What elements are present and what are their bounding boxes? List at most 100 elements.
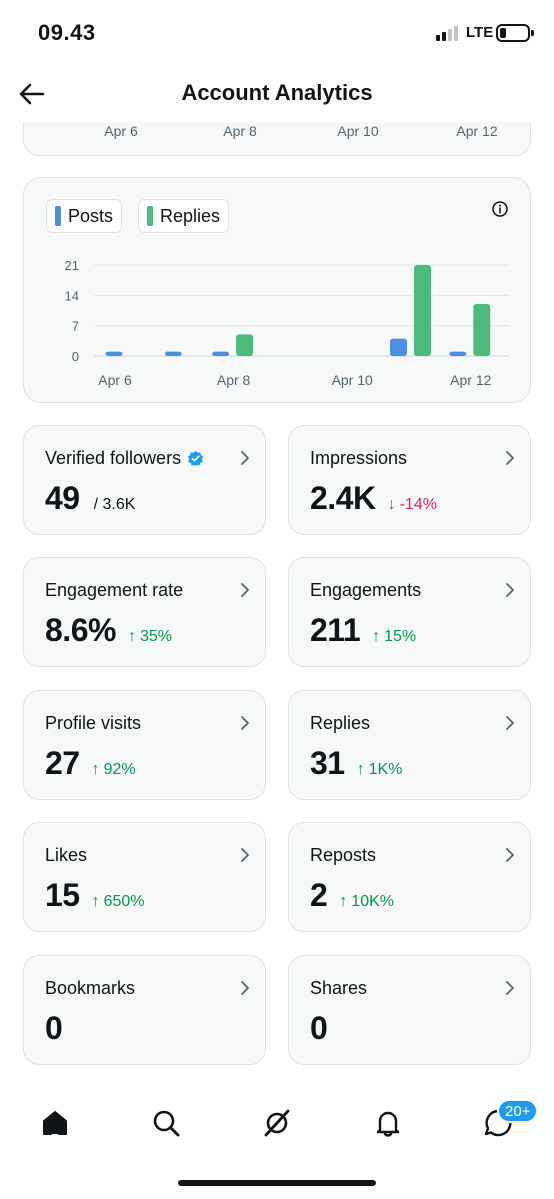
- status-bar: 09.43 LTE: [0, 0, 554, 66]
- chevron-right-icon: [241, 716, 249, 730]
- chevron-right-icon: [241, 981, 249, 995]
- metric-value: 31: [310, 745, 345, 781]
- metric-label: Bookmarks: [45, 978, 135, 999]
- back-button[interactable]: [14, 76, 50, 112]
- metric-label-text: Replies: [310, 713, 371, 733]
- nav-notifications[interactable]: [368, 1103, 408, 1143]
- chevron-right-icon: [506, 716, 514, 730]
- metric-card-engagement-rate[interactable]: Engagement rate 8.6% ↑ 35%: [23, 557, 266, 667]
- metric-value: 15: [45, 877, 80, 913]
- metric-label-text: Engagement rate: [45, 580, 184, 600]
- battery-icon: [496, 24, 534, 42]
- bottom-nav: [0, 1085, 554, 1155]
- header: Account Analytics: [0, 68, 554, 120]
- y-tick-label: 7: [72, 319, 79, 334]
- metric-card-reposts[interactable]: Reposts 2 ↑ 10K%: [288, 822, 531, 932]
- verified-badge-icon: [187, 450, 204, 467]
- back-arrow-icon: [19, 83, 45, 105]
- replies-bar[interactable]: [236, 334, 254, 356]
- metric-value-row: 0: [45, 1010, 63, 1047]
- metric-value: 49: [45, 480, 80, 516]
- network-label: LTE: [466, 24, 494, 41]
- metric-card-impressions[interactable]: Impressions 2.4K ↓ -14%: [288, 425, 531, 535]
- metric-value: 0: [310, 1010, 328, 1046]
- metric-label: Shares: [310, 978, 367, 999]
- legend-posts[interactable]: Posts: [46, 199, 123, 233]
- replies-bar[interactable]: [414, 265, 431, 356]
- posts-swatch: [55, 206, 61, 226]
- metric-delta: ↓ -14%: [388, 496, 437, 514]
- chevron-right-icon: [506, 583, 514, 597]
- metric-delta-value: 650%: [103, 893, 145, 910]
- replies-bar[interactable]: [473, 304, 491, 356]
- chevron-right-icon: [506, 848, 514, 862]
- metric-value: 2: [310, 877, 328, 913]
- metric-card-verified-followers[interactable]: Verified followers 49 / 3.6K: [23, 425, 266, 535]
- posts-bar[interactable]: [212, 351, 230, 356]
- posts-bar[interactable]: [390, 338, 407, 356]
- metric-card-replies[interactable]: Replies 31 ↑ 1K%: [288, 690, 531, 800]
- y-tick-label: 0: [72, 349, 79, 364]
- nav-search[interactable]: [146, 1103, 186, 1143]
- x-tick-label: Apr 10: [332, 372, 373, 388]
- info-icon[interactable]: [491, 200, 509, 218]
- metric-card-shares[interactable]: Shares 0: [288, 955, 531, 1065]
- metric-delta: ↑ 650%: [92, 893, 145, 911]
- previous-chart-axis: Apr 6 Apr 8 Apr 10 Apr 12: [24, 123, 530, 141]
- metric-delta-value: 35%: [139, 628, 172, 645]
- axis-label: Apr 6: [104, 123, 138, 139]
- grok-icon: [264, 1109, 290, 1137]
- posts-bar[interactable]: [164, 351, 182, 356]
- metric-label-text: Shares: [310, 978, 368, 998]
- metric-delta: ↑ 92%: [92, 761, 136, 779]
- posts-bar[interactable]: [105, 351, 123, 356]
- posts-replies-chart-card: Posts Replies 0 7 14 21 Apr 6 Apr 8 Apr 10 Apr …: [23, 177, 531, 403]
- home-indicator: [178, 1180, 376, 1186]
- metric-card-bookmarks[interactable]: Bookmarks 0: [23, 955, 266, 1065]
- metric-label-text: Bookmarks: [45, 978, 136, 998]
- status-time: 09.43: [38, 20, 96, 45]
- page-title: Account Analytics: [181, 80, 373, 105]
- metric-label: Engagement rate: [45, 580, 183, 601]
- metric-label: Profile visits: [45, 713, 141, 734]
- signal-icon: [436, 25, 462, 41]
- metric-value: 211: [310, 612, 361, 648]
- metric-card-engagements[interactable]: Engagements 211 ↑ 15%: [288, 557, 531, 667]
- legend-replies[interactable]: Replies: [138, 199, 230, 233]
- replies-swatch: [147, 206, 153, 226]
- metric-label: Impressions: [310, 448, 407, 469]
- posts-bar[interactable]: [449, 351, 467, 356]
- search-icon: [153, 1110, 180, 1137]
- metric-label: Likes: [45, 845, 87, 866]
- axis-label: Apr 8: [223, 123, 257, 139]
- messages-badge: 20+: [497, 1099, 539, 1123]
- nav-grok[interactable]: [257, 1103, 297, 1143]
- metric-value-row: 27 ↑ 92%: [45, 745, 136, 782]
- metric-delta: ↑ 1K%: [357, 761, 403, 779]
- arrow-up-icon: ↑: [91, 761, 100, 778]
- metric-label: Replies: [310, 713, 370, 734]
- arrow-up-icon: ↑: [127, 628, 136, 645]
- metric-value-row: 31 ↑ 1K%: [310, 745, 402, 782]
- metric-value-row: 0: [310, 1010, 328, 1047]
- metric-label-text: Likes: [45, 845, 88, 865]
- chevron-right-icon: [241, 583, 249, 597]
- metric-value-row: 211 ↑ 15%: [310, 612, 416, 649]
- metric-label-text: Verified followers: [45, 448, 182, 468]
- axis-label: Apr 10: [337, 123, 379, 139]
- metric-value: 2.4K: [310, 480, 376, 516]
- nav-home[interactable]: [35, 1103, 75, 1143]
- y-tick-label: 14: [65, 288, 79, 303]
- legend-replies-label: Replies: [160, 205, 221, 226]
- chevron-right-icon: [506, 451, 514, 465]
- arrow-up-icon: ↑: [356, 761, 365, 778]
- metric-label: Reposts: [310, 845, 376, 866]
- metric-value-row: 2 ↑ 10K%: [310, 877, 394, 914]
- metric-card-profile-visits[interactable]: Profile visits 27 ↑ 92%: [23, 690, 266, 800]
- metric-card-likes[interactable]: Likes 15 ↑ 650%: [23, 822, 266, 932]
- metric-delta-value: 15%: [384, 628, 417, 645]
- metric-value-row: 15 ↑ 650%: [45, 877, 145, 914]
- arrow-down-icon: ↓: [387, 496, 396, 513]
- metric-delta: ↑ 15%: [372, 628, 416, 646]
- y-tick-label: 21: [65, 258, 79, 273]
